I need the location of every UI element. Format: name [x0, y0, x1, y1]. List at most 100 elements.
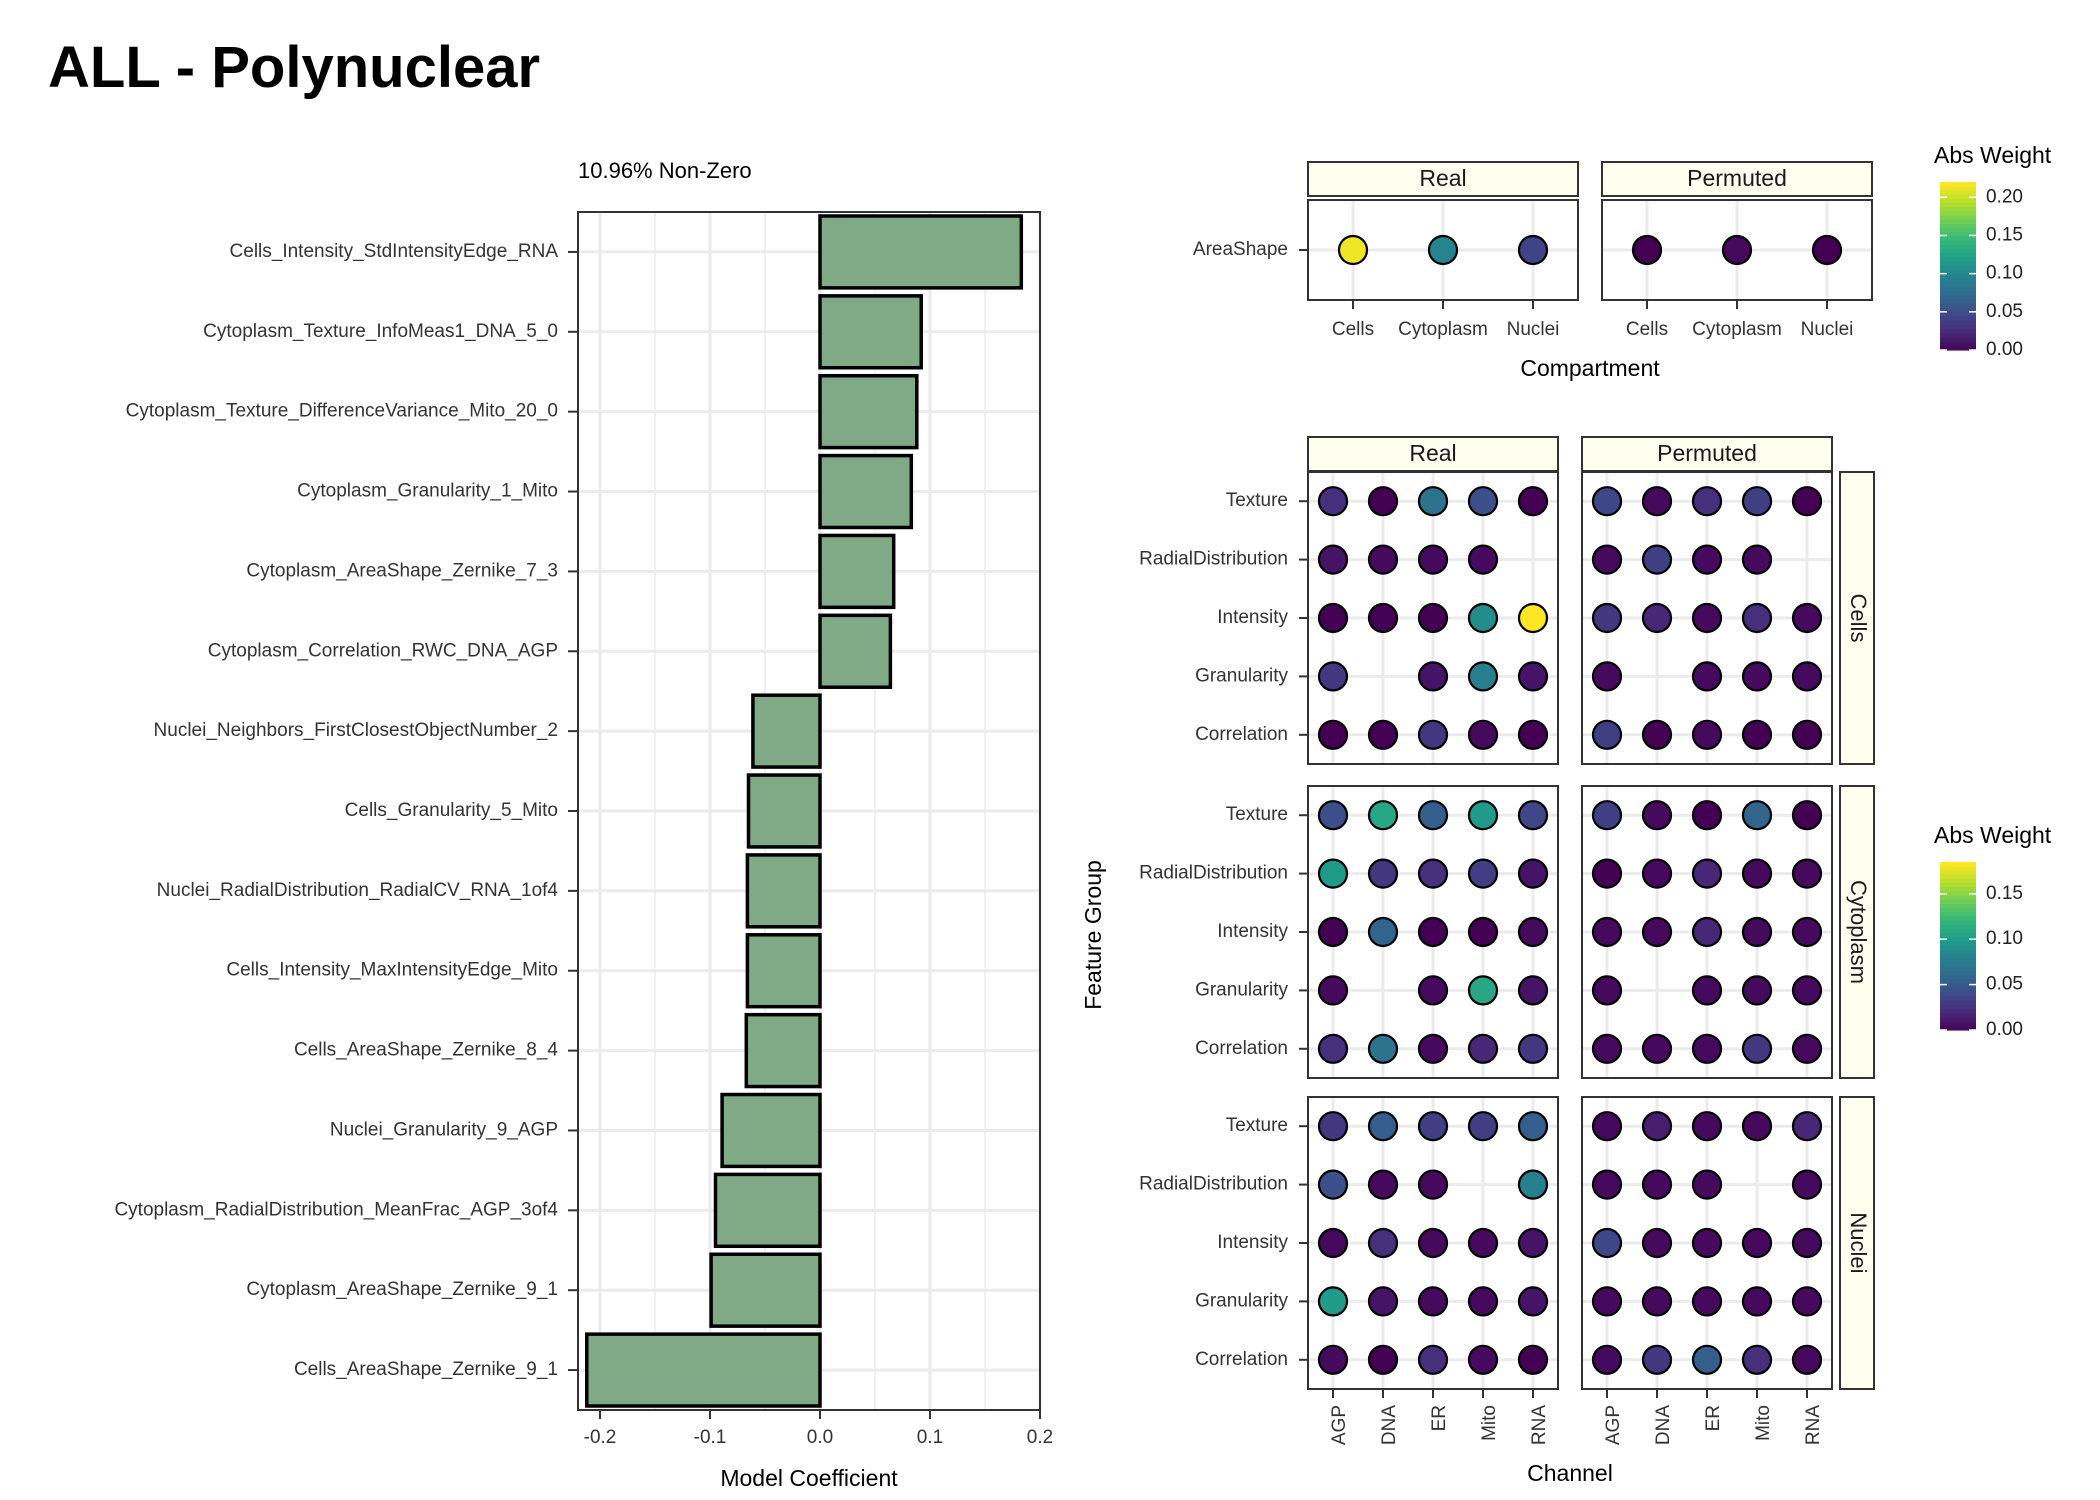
legend-bottom-bar-segment — [1940, 941, 1976, 947]
dot-cytoplasm-permuted-granularity-agp — [1591, 975, 1623, 1006]
legend-bottom-tick-label: 0.00 — [1986, 1019, 2023, 1040]
dot-nuclei-permuted-intensity-mito — [1741, 1227, 1773, 1259]
dot-cells-real-correlation-agp — [1317, 719, 1349, 750]
dot-cells-permuted-granularity-er — [1691, 661, 1723, 692]
dot-nuclei-permuted-texture-er — [1691, 1111, 1723, 1142]
legend-top-bar-segment — [1940, 341, 1976, 347]
y-tick-label: Nuclei_Neighbors_FirstClosestObjectNumbe… — [154, 720, 558, 741]
x-tick-label: RNA — [1529, 1405, 1550, 1445]
y-tick-label: Texture — [1226, 1115, 1288, 1136]
legend-top-bar-segment — [1940, 211, 1976, 217]
y-tick-label: Granularity — [1195, 979, 1288, 1000]
strip-areashape-real-label: Real — [1419, 165, 1466, 191]
dot-cytoplasm-permuted-texture-er — [1691, 800, 1723, 831]
dot-cells-permuted-texture-agp — [1591, 486, 1623, 517]
legend-bottom-bar-segment — [1940, 878, 1976, 884]
dot-cells-real-intensity-dna — [1367, 602, 1399, 634]
dot-cytoplasm-real-intensity-rna — [1517, 916, 1549, 948]
bar-cytoplasm-correlation-rwc-dna-agp — [818, 613, 893, 689]
dot-cells-permuted-intensity-mito — [1741, 602, 1773, 634]
dot-cells-permuted-radialdistribution-mito — [1741, 544, 1773, 575]
dot-nuclei-real-radialdistribution-agp — [1317, 1169, 1349, 1200]
dot-cytoplasm-real-intensity-agp — [1317, 916, 1349, 948]
dot-areashape-real-areashape-cells — [1337, 234, 1369, 266]
legend-bottom-bar-segment — [1940, 904, 1976, 909]
x-tick-label: -0.2 — [584, 1427, 617, 1448]
legend-top-bar-segment — [1940, 303, 1976, 309]
legend-bottom-bar-segment — [1940, 925, 1976, 930]
legend-top-bar-segment — [1940, 190, 1976, 196]
legend-bottom-bar-segment — [1940, 1013, 1976, 1018]
legend-top-bar-segment — [1940, 182, 1976, 187]
legend-top-bar-segment — [1940, 203, 1976, 208]
dot-cytoplasm-real-radialdistribution-agp — [1317, 858, 1349, 889]
bar-cytoplasm-areashape-zernike-9-1 — [709, 1252, 822, 1328]
legend-top-tick-label: 0.05 — [1986, 301, 2023, 322]
y-tick-label: Cells_Intensity_MaxIntensityEdge_Mito — [226, 960, 558, 981]
dot-nuclei-real-radialdistribution-dna — [1367, 1169, 1399, 1200]
dot-cytoplasm-real-correlation-agp — [1317, 1033, 1349, 1064]
strip-top-permuted — [1581, 436, 1833, 472]
legend-top-bar-segment — [1940, 291, 1976, 296]
y-tick-label: Cytoplasm_Correlation_RWC_DNA_AGP — [208, 640, 558, 661]
dot-nuclei-real-radialdistribution-rna — [1517, 1169, 1549, 1200]
dot-cells-permuted-radialdistribution-dna — [1641, 544, 1673, 575]
legend-bottom-bar-segment — [1940, 979, 1976, 985]
legend-top-bar-segment — [1940, 253, 1976, 259]
legend-bottom-title: Abs Weight — [1934, 822, 2052, 848]
dot-cytoplasm-real-radialdistribution-er — [1417, 858, 1449, 889]
legend-bottom-bar-segment — [1940, 862, 1976, 867]
dot-cytoplasm-permuted-correlation-agp — [1591, 1033, 1623, 1064]
strip-areashape-real — [1307, 161, 1579, 197]
legend-top-bar-segment — [1940, 299, 1976, 305]
legend-bottom-bar-segment — [1940, 958, 1976, 964]
dot-cells-real-intensity-er — [1417, 602, 1449, 634]
legend-top-bar-segment — [1940, 324, 1976, 330]
legend-top-bar-segment — [1940, 228, 1976, 233]
y-tick-label: Cells_Intensity_StdIntensityEdge_RNA — [230, 241, 559, 262]
cells-permuted-border — [1581, 471, 1833, 765]
dot-cytoplasm-permuted-texture-agp — [1591, 800, 1623, 831]
bar-cytoplasm-granularity-1-mito — [818, 453, 914, 530]
bar-cells-areashape-zernike-9-1 — [585, 1332, 822, 1408]
dot-nuclei-real-texture-agp — [1317, 1111, 1349, 1142]
y-tick-label: Nuclei_Granularity_9_AGP — [330, 1119, 558, 1140]
legend-bottom-tick-label: 0.15 — [1986, 883, 2023, 904]
legend-top-bar-segment — [1940, 287, 1976, 292]
legend-top-bar-segment — [1940, 232, 1976, 238]
dot-nuclei-real-correlation-agp — [1317, 1344, 1349, 1375]
y-tick-label: Nuclei_RadialDistribution_RadialCV_RNA_1… — [157, 880, 559, 901]
dot-cells-permuted-correlation-mito — [1741, 719, 1773, 750]
strip-right-cytoplasm-label: Cytoplasm — [1846, 880, 1871, 984]
dot-cytoplasm-real-granularity-rna — [1517, 975, 1549, 1006]
dot-cells-permuted-texture-er — [1691, 486, 1723, 517]
strip-areashape-permuted — [1601, 161, 1873, 197]
dot-cells-permuted-texture-rna — [1791, 486, 1823, 517]
dot-nuclei-real-texture-rna — [1517, 1111, 1549, 1142]
dot-nuclei-permuted-granularity-dna — [1641, 1286, 1673, 1317]
dot-nuclei-permuted-granularity-er — [1691, 1286, 1723, 1317]
bar-cytoplasm-texture-differencevariance-mito-20-0 — [818, 373, 919, 450]
legend-bottom-bar-segment — [1940, 950, 1976, 955]
legend-bottom-bar-segment — [1940, 967, 1976, 972]
legend-top-bar-segment — [1940, 261, 1976, 267]
y-tick-label: AreaShape — [1193, 239, 1288, 260]
bar-cells-intensity-maxintensityedge-mito — [745, 933, 822, 1009]
dot-nuclei-permuted-radialdistribution-agp — [1591, 1169, 1623, 1200]
legend-bottom-bar-segment — [1940, 891, 1976, 897]
dot-cytoplasm-real-correlation-er — [1417, 1033, 1449, 1064]
dot-nuclei-permuted-radialdistribution-rna — [1791, 1169, 1823, 1200]
bar-cytoplasm-texture-infomeas1-dna-5-0 — [818, 294, 923, 370]
x-tick-label: 0.2 — [1027, 1427, 1053, 1448]
x-tick-label: Cytoplasm — [1398, 319, 1488, 340]
dot-nuclei-real-correlation-mito — [1467, 1344, 1499, 1375]
legend-top-bar-segment — [1940, 224, 1976, 229]
compartment-axis-title: Compartment — [1520, 355, 1660, 381]
legend-bottom-bar-segment — [1940, 1025, 1976, 1031]
legend-top-bar-segment — [1940, 240, 1976, 246]
dot-cells-permuted-granularity-agp — [1591, 661, 1623, 692]
dot-cells-real-intensity-mito — [1467, 602, 1499, 634]
legend-bottom-bar-segment — [1940, 920, 1976, 926]
y-tick-label: Cells_Granularity_5_Mito — [345, 800, 558, 821]
y-tick-label: Granularity — [1195, 665, 1288, 686]
